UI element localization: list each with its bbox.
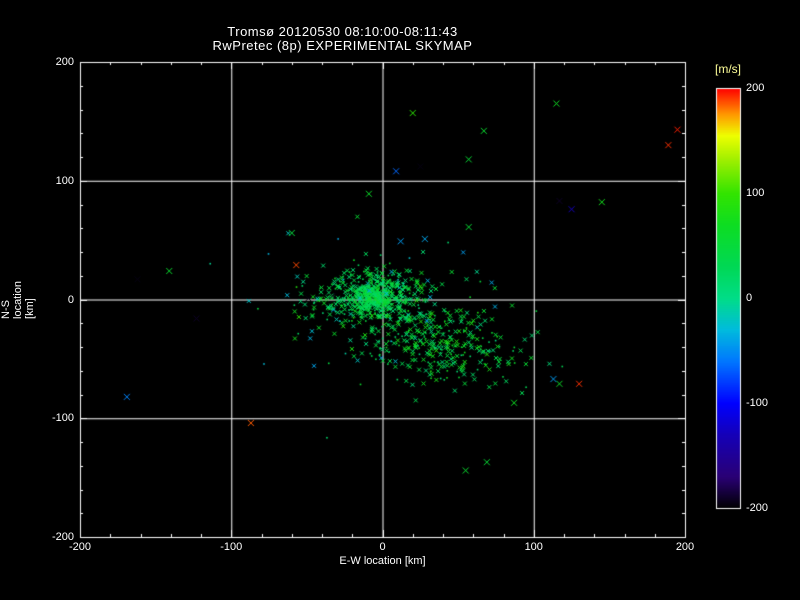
y-tick-label: 200	[55, 56, 74, 68]
colorbar-tick-label: 200	[746, 82, 765, 94]
x-tick-label: -200	[68, 541, 92, 553]
plot-title: Tromsø 20120530 08:10:00-08:11:43	[227, 24, 458, 39]
colorbar-tick-label: 0	[746, 292, 753, 304]
x-tick-label: 0	[379, 541, 386, 553]
y-tick-label: -200	[51, 531, 74, 543]
y-tick-label: 0	[67, 293, 74, 306]
colorbar-tick-label: -200	[746, 502, 769, 514]
plot-subtitle: RwPretec (8p) EXPERIMENTAL SKYMAP	[212, 38, 473, 53]
colorbar-label: [m/s]	[715, 62, 741, 76]
x-tick-label: 100	[524, 541, 543, 553]
colorbar-tick-label: 100	[746, 187, 765, 199]
y-tick-label: 100	[55, 174, 74, 187]
x-tick-label: -100	[220, 541, 243, 553]
x-tick-label: 200	[675, 541, 695, 553]
x-axis-label: E-W location [km]	[339, 555, 426, 567]
y-tick-label: -100	[51, 412, 74, 425]
y-axis-label: N-S location [km]	[0, 281, 36, 319]
colorbar-tick-label: -100	[746, 397, 769, 409]
